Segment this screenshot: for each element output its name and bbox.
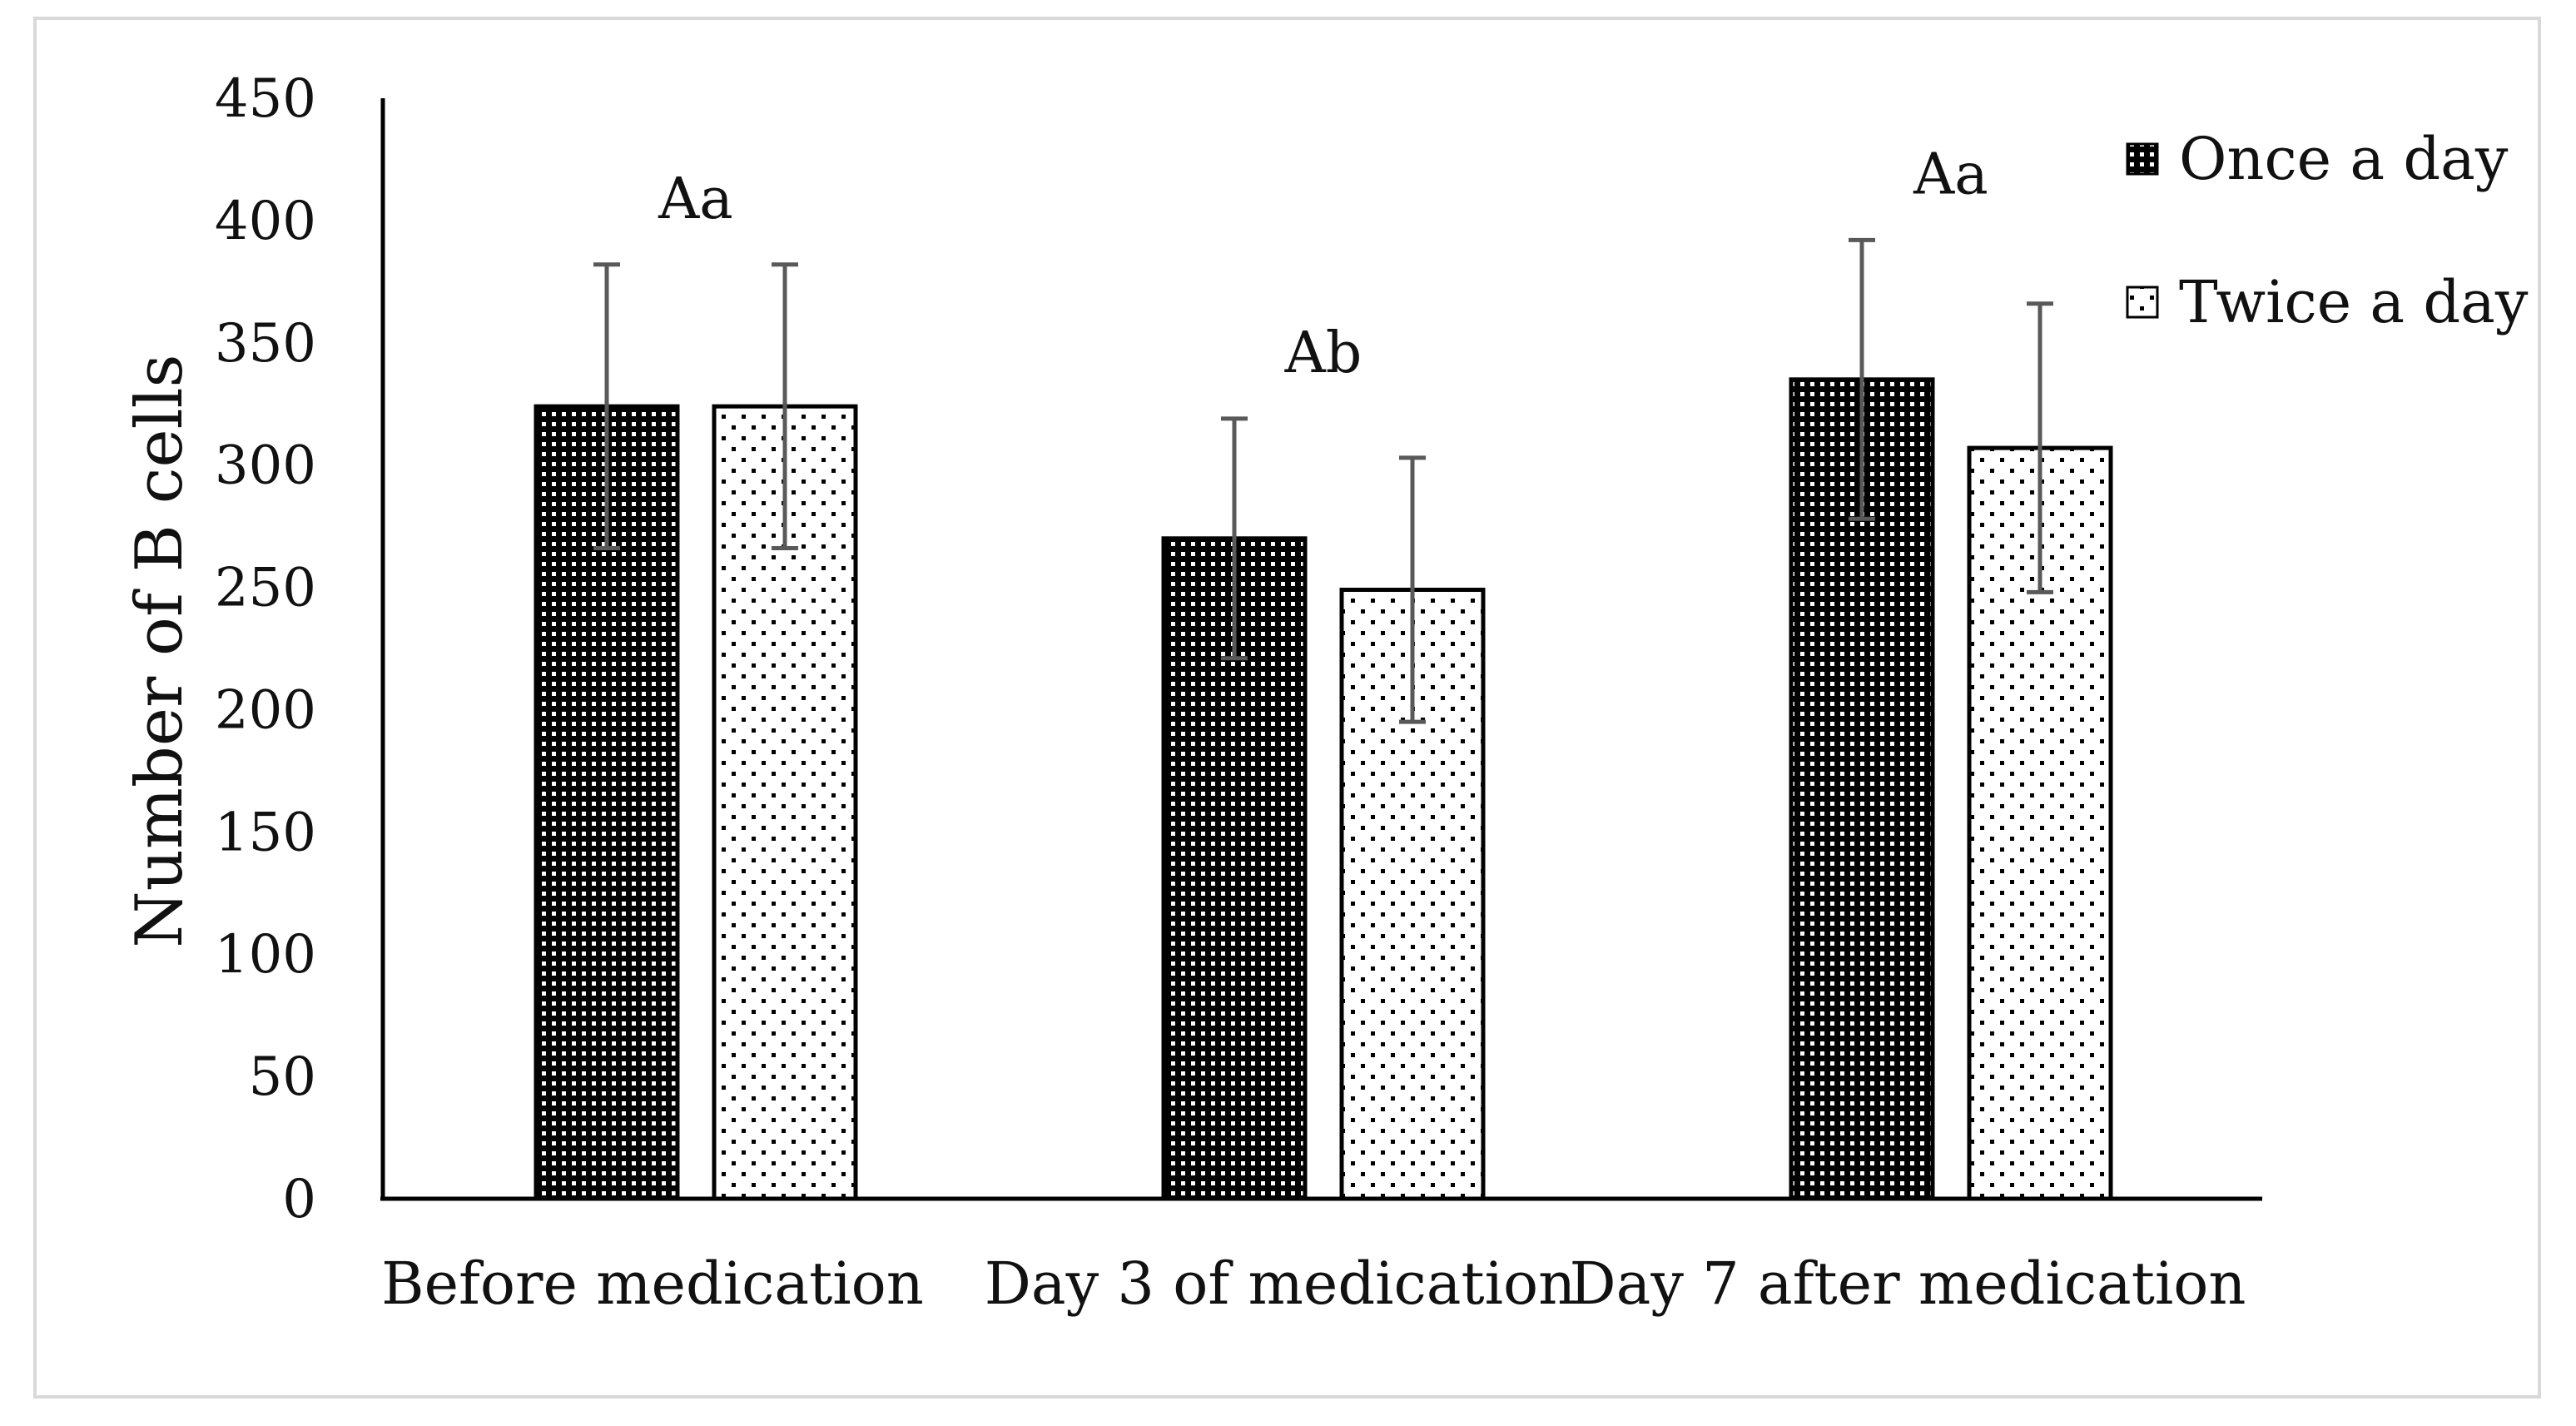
legend-label: Twice a day: [2179, 268, 2529, 336]
legend-swatch: [2126, 286, 2159, 319]
x-axis-categories: Before medication Day 3 of medicationDay …: [381, 1250, 2246, 1318]
significance-label: Aa: [1913, 142, 1988, 207]
legend-swatch: [2126, 142, 2159, 176]
y-tick-label: 450: [215, 68, 316, 130]
significance-label: Aa: [658, 166, 733, 232]
legend-item-twice-a-day: Twice a day: [2126, 268, 2529, 336]
y-axis-label: Number of B cells: [122, 354, 197, 947]
legend-item-once-a-day: Once a day: [2126, 125, 2509, 193]
y-tick-label: 300: [215, 435, 316, 497]
legend: Once a day Twice a day: [2126, 125, 2529, 336]
significance-label: Ab: [1284, 320, 1362, 386]
y-tick-label: 150: [215, 802, 316, 863]
y-tick-label: 250: [215, 558, 316, 619]
y-axis-ticks: 0 50 100 150 200 250 300 350 400 450: [215, 68, 316, 1230]
x-category-label: Day 3 of medication: [985, 1250, 1576, 1318]
legend-label: Once a day: [2179, 125, 2509, 193]
bars: [534, 377, 2113, 1201]
y-tick-label: 200: [215, 679, 316, 741]
error-bars: [593, 237, 2053, 724]
y-tick-label: 350: [215, 313, 316, 375]
y-tick-label: 100: [215, 924, 316, 986]
bar-once-a-day: [1161, 536, 1308, 1201]
y-tick-label: 0: [282, 1169, 316, 1230]
y-tick-label: 400: [215, 191, 316, 252]
y-tick-label: 50: [249, 1046, 316, 1108]
x-category-label: Day 7 after medication: [1569, 1250, 2246, 1318]
annotations: Aa Ab Aa: [658, 142, 1988, 385]
x-category-label: Before medication: [381, 1250, 924, 1318]
